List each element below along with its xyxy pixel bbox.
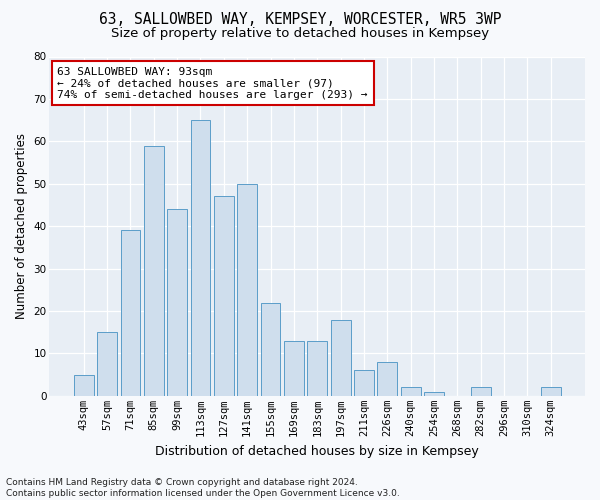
X-axis label: Distribution of detached houses by size in Kempsey: Distribution of detached houses by size … [155,444,479,458]
Text: Contains HM Land Registry data © Crown copyright and database right 2024.
Contai: Contains HM Land Registry data © Crown c… [6,478,400,498]
Bar [541,388,560,396]
Bar [121,230,140,396]
Bar [74,374,94,396]
Bar [167,209,187,396]
Bar [471,388,491,396]
Bar [144,146,164,396]
Text: 63, SALLOWBED WAY, KEMPSEY, WORCESTER, WR5 3WP: 63, SALLOWBED WAY, KEMPSEY, WORCESTER, W… [99,12,501,28]
Bar [260,302,280,396]
Bar [377,362,397,396]
Bar [214,196,234,396]
Bar [354,370,374,396]
Bar [424,392,444,396]
Bar [307,340,327,396]
Bar [331,320,350,396]
Bar [284,340,304,396]
Bar [237,184,257,396]
Bar [401,388,421,396]
Bar [97,332,117,396]
Bar [191,120,211,396]
Text: Size of property relative to detached houses in Kempsey: Size of property relative to detached ho… [111,28,489,40]
Y-axis label: Number of detached properties: Number of detached properties [15,133,28,319]
Text: 63 SALLOWBED WAY: 93sqm
← 24% of detached houses are smaller (97)
74% of semi-de: 63 SALLOWBED WAY: 93sqm ← 24% of detache… [58,66,368,100]
